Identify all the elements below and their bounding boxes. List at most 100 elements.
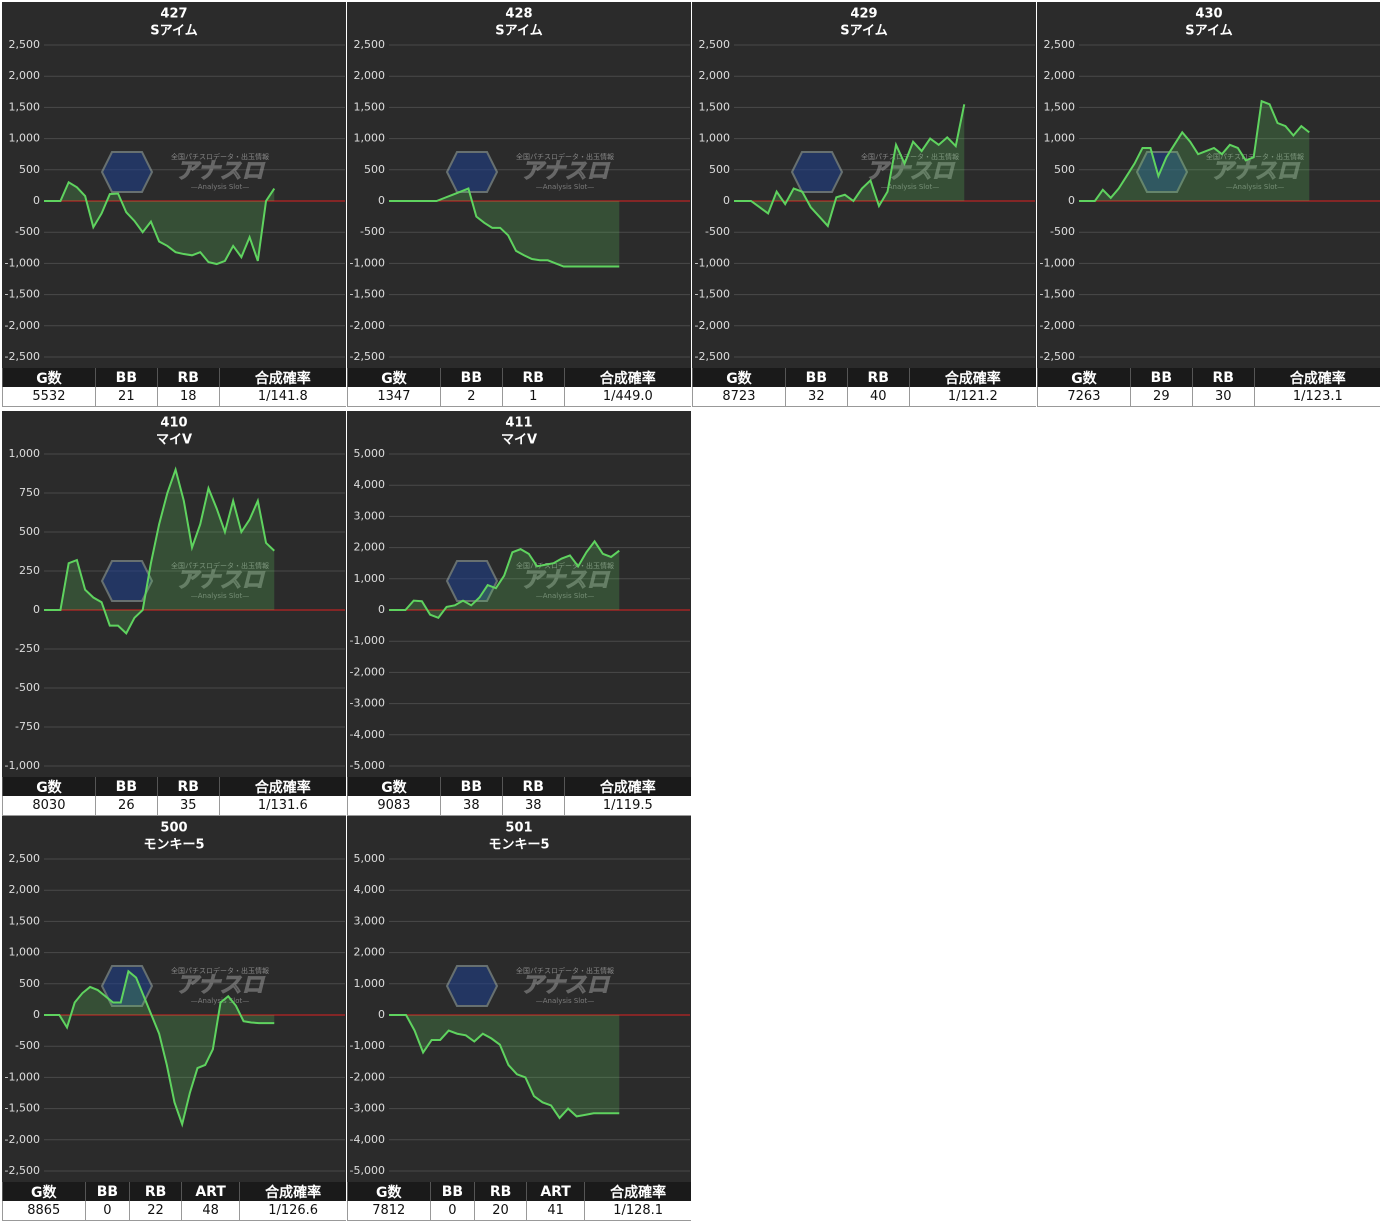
watermark-tagline: 全国パチスロデータ・出玉情報 bbox=[861, 152, 959, 161]
chart: 501 モンキー5 5,000 4,000 3,000 2,000 1,000 0 -1,000… bbox=[347, 816, 691, 1182]
table-header: G数 BB RB 合成確率 bbox=[2, 368, 346, 387]
table-cell: 18 bbox=[156, 387, 219, 406]
table-header: G数 BB RB ART 合成確率 bbox=[2, 1182, 346, 1201]
watermark-logo: アナスロ bbox=[176, 973, 266, 998]
y-tick-label: -2,000 bbox=[350, 665, 385, 678]
line bbox=[44, 969, 275, 1128]
table-row: 7263 29 30 1/123.1 bbox=[1037, 387, 1380, 407]
watermark-tagline: 全国パチスロデータ・出玉情報 bbox=[171, 561, 269, 570]
chart: 428 Sアイム 2,500 2,000 1,500 1,000 500 0 -500 -1,00… bbox=[347, 2, 691, 368]
y-tick-label: 2,000 bbox=[354, 946, 386, 959]
chart-panel: 500 モンキー5 2,500 2,000 1,500 1,000 500 0 -500 -1,0… bbox=[2, 816, 346, 1221]
watermark-tagline: 全国パチスロデータ・出玉情報 bbox=[171, 966, 269, 975]
chart-panel: 430 Sアイム 2,500 2,000 1,500 1,000 500 0 -500 -1,00… bbox=[1037, 2, 1380, 407]
y-tick-label: -1,000 bbox=[1040, 256, 1075, 269]
y-tick-label: -2,000 bbox=[5, 1133, 40, 1146]
column-header: G数 bbox=[1037, 368, 1130, 387]
y-tick-label: -4,000 bbox=[350, 1133, 385, 1146]
y-tick-label: -2,000 bbox=[695, 319, 730, 332]
chart-title: 500 bbox=[160, 821, 187, 836]
stats-table: G数 BB RB 合成確率 9083 38 38 1/119.5 bbox=[347, 777, 691, 816]
y-tick-label: 0 bbox=[378, 194, 385, 207]
table-cell: 1 bbox=[501, 387, 564, 406]
watermark-tagline: 全国パチスロデータ・出玉情報 bbox=[171, 152, 269, 161]
y-tick-label: 2,000 bbox=[354, 69, 386, 82]
y-tick-label: -2,500 bbox=[695, 350, 730, 363]
y-tick-label: 1,500 bbox=[354, 100, 386, 113]
watermark-tagline: 全国パチスロデータ・出玉情報 bbox=[516, 561, 614, 570]
y-tick-label: -1,500 bbox=[350, 288, 385, 301]
area-fill bbox=[389, 541, 620, 618]
stats-table: G数 BB RB 合成確率 1347 2 1 1/449.0 bbox=[347, 368, 691, 407]
table-row: 1347 2 1 1/449.0 bbox=[347, 387, 691, 407]
chart-subtitle: モンキー5 bbox=[143, 838, 204, 853]
column-header: 合成確率 bbox=[584, 1182, 691, 1201]
column-header: G数 bbox=[2, 1182, 85, 1201]
watermark-tagline: 全国パチスロデータ・出玉情報 bbox=[516, 966, 614, 975]
watermark-logo: アナスロ bbox=[866, 159, 956, 184]
table-cell: 7812 bbox=[347, 1201, 430, 1220]
chart-panel: 501 モンキー5 5,000 4,000 3,000 2,000 1,000 0 -1,000… bbox=[347, 816, 691, 1221]
table-cell: 7263 bbox=[1037, 387, 1130, 406]
stats-table: G数 BB RB ART 合成確率 8865 0 22 48 1/126.6 bbox=[2, 1182, 346, 1221]
table-cell: 1/128.1 bbox=[584, 1201, 691, 1220]
column-header: BB bbox=[439, 777, 502, 796]
y-tick-label: 2,500 bbox=[354, 38, 386, 51]
table-cell: 40 bbox=[846, 387, 909, 406]
y-tick-label: 1,000 bbox=[9, 447, 41, 460]
y-tick-label: 2,000 bbox=[354, 541, 386, 554]
y-tick-label: 1,000 bbox=[9, 946, 41, 959]
column-header: G数 bbox=[347, 368, 440, 387]
table-cell: 1/121.2 bbox=[908, 387, 1036, 406]
y-tick-label: -750 bbox=[15, 720, 40, 733]
y-tick-label: 0 bbox=[1068, 194, 1075, 207]
y-tick-label: -250 bbox=[15, 642, 40, 655]
watermark-icon bbox=[100, 151, 154, 193]
y-tick-label: 1,000 bbox=[699, 132, 731, 145]
y-tick-label: -500 bbox=[15, 225, 40, 238]
column-header: ART bbox=[180, 1182, 239, 1201]
line bbox=[389, 539, 620, 620]
y-tick-label: -5,000 bbox=[350, 759, 385, 772]
y-tick-label: -500 bbox=[705, 225, 730, 238]
y-tick-label: -2,500 bbox=[1040, 350, 1075, 363]
stats-table: G数 BB RB 合成確率 5532 21 18 1/141.8 bbox=[2, 368, 346, 407]
y-tick-label: -3,000 bbox=[350, 1102, 385, 1115]
column-header: 合成確率 bbox=[908, 368, 1036, 387]
line bbox=[734, 104, 966, 228]
watermark-logo: アナスロ bbox=[176, 568, 266, 593]
table-row: 9083 38 38 1/119.5 bbox=[347, 796, 691, 816]
table-header: G数 BB RB 合成確率 bbox=[692, 368, 1036, 387]
chart: 427 Sアイム 2,500 2,000 1,500 1,000 500 0 -500 -1,00… bbox=[2, 2, 346, 368]
table-cell: 1347 bbox=[347, 387, 440, 406]
table-row: 8030 26 35 1/131.6 bbox=[2, 796, 346, 816]
y-tick-label: -2,500 bbox=[5, 350, 40, 363]
column-header: BB bbox=[439, 368, 502, 387]
column-header: ART bbox=[525, 1182, 584, 1201]
y-tick-label: -4,000 bbox=[350, 728, 385, 741]
area-fill bbox=[44, 469, 275, 634]
table-header: G数 BB RB 合成確率 bbox=[347, 368, 691, 387]
chart-title: 429 bbox=[850, 7, 877, 22]
y-tick-label: 2,000 bbox=[9, 883, 41, 896]
table-cell: 1/123.1 bbox=[1253, 387, 1380, 406]
y-tick-label: 1,500 bbox=[1044, 100, 1076, 113]
y-tick-label: 500 bbox=[19, 163, 40, 176]
column-header: BB bbox=[94, 777, 157, 796]
column-header: RB bbox=[156, 368, 219, 387]
watermark-icon bbox=[445, 151, 499, 193]
table-cell: 29 bbox=[1129, 387, 1192, 406]
column-header: RB bbox=[156, 777, 219, 796]
table-cell: 0 bbox=[429, 1201, 475, 1220]
watermark-sub: —Analysis Slot— bbox=[536, 183, 594, 191]
table-cell: 1/119.5 bbox=[563, 796, 691, 815]
chart-subtitle: Sアイム bbox=[150, 24, 197, 39]
table-cell: 1/131.6 bbox=[218, 796, 346, 815]
y-tick-label: 0 bbox=[33, 603, 40, 616]
y-tick-label: 1,000 bbox=[9, 132, 41, 145]
table-row: 8723 32 40 1/121.2 bbox=[692, 387, 1036, 407]
column-header: 合成確率 bbox=[239, 1182, 346, 1201]
column-header: G数 bbox=[692, 368, 785, 387]
